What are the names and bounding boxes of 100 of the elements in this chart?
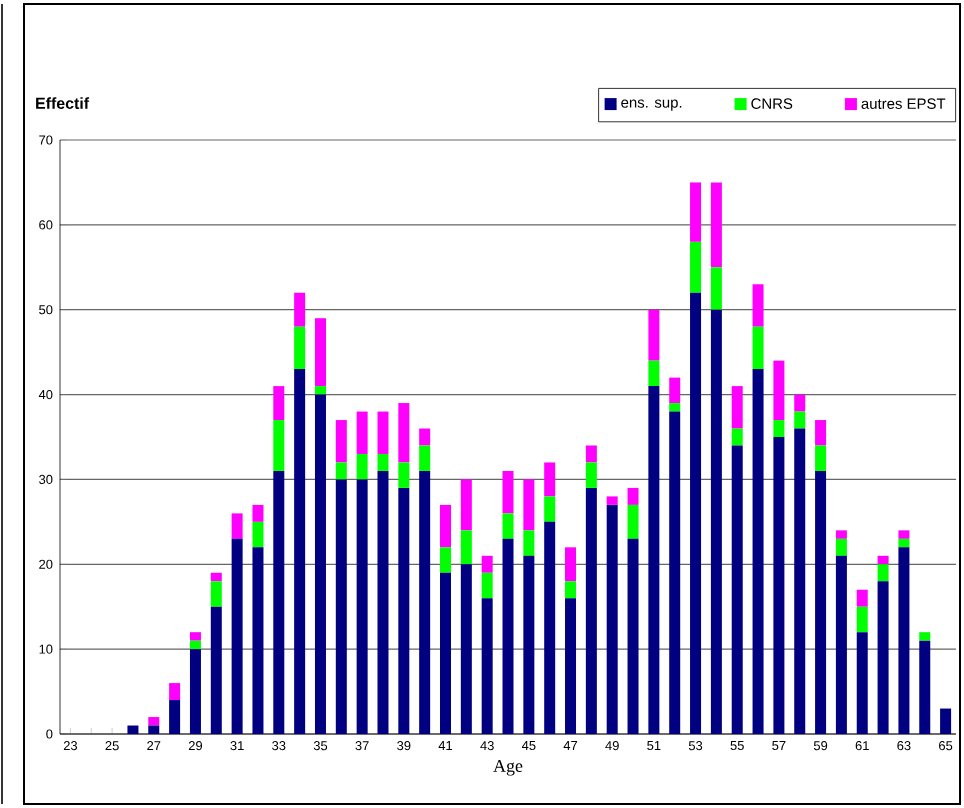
bar <box>335 479 347 734</box>
bar <box>627 504 639 539</box>
bar <box>356 453 368 480</box>
bar <box>752 326 764 370</box>
bar <box>731 445 743 734</box>
bar <box>523 555 535 734</box>
bar <box>335 462 347 480</box>
bar <box>544 496 556 522</box>
bar <box>502 513 514 539</box>
bar <box>231 538 243 734</box>
bar <box>877 564 889 582</box>
bar <box>273 470 285 734</box>
bar <box>627 487 639 505</box>
bar <box>898 538 910 548</box>
bar <box>398 462 410 488</box>
bar <box>231 513 243 539</box>
bar <box>544 521 556 734</box>
bar <box>877 555 889 565</box>
bar <box>940 708 952 734</box>
bar <box>460 530 472 565</box>
bar <box>710 267 722 310</box>
bar <box>398 403 410 463</box>
bar <box>835 538 847 556</box>
bar <box>585 487 597 734</box>
bar <box>523 479 535 531</box>
bar <box>440 504 451 548</box>
bar <box>773 360 785 421</box>
bar <box>419 428 431 446</box>
bar <box>356 479 368 734</box>
bar <box>898 547 910 734</box>
bar <box>794 428 806 734</box>
bar <box>815 445 827 471</box>
bar <box>731 386 743 429</box>
bar <box>189 632 201 641</box>
bar <box>856 632 868 734</box>
bar <box>648 386 660 734</box>
bar <box>189 649 201 734</box>
bar <box>377 411 389 454</box>
bar <box>794 411 806 429</box>
bar <box>731 428 743 446</box>
bar <box>127 725 139 734</box>
bar <box>669 403 681 412</box>
bar <box>815 470 827 734</box>
bar <box>169 683 181 701</box>
bar <box>606 504 618 734</box>
bar <box>460 479 472 531</box>
bar <box>752 284 764 327</box>
x-axis-title: Age <box>493 759 523 776</box>
bar <box>565 547 577 582</box>
bar <box>273 420 285 471</box>
bar <box>898 530 910 539</box>
bar <box>314 318 326 387</box>
bar <box>648 309 660 361</box>
bar <box>856 606 868 633</box>
bar <box>314 386 326 395</box>
bar <box>794 394 806 412</box>
bar <box>356 411 368 454</box>
bar <box>252 504 264 522</box>
bar <box>252 547 264 734</box>
bar <box>606 496 618 505</box>
bar <box>481 598 493 734</box>
bar <box>815 420 827 446</box>
bar <box>627 538 639 734</box>
bar <box>648 360 660 387</box>
bar <box>773 420 785 437</box>
bar <box>189 640 201 650</box>
bar <box>669 377 681 404</box>
bar <box>398 487 410 734</box>
bar <box>690 182 702 242</box>
bar <box>835 530 847 539</box>
bar <box>294 369 306 734</box>
bar <box>565 581 577 599</box>
bar <box>502 470 514 514</box>
bar <box>169 700 181 734</box>
bar <box>294 326 306 370</box>
bar <box>210 581 222 607</box>
bar <box>669 411 681 734</box>
bar <box>252 521 264 548</box>
bar <box>148 725 160 734</box>
bar <box>419 445 431 471</box>
bar <box>585 462 597 488</box>
bar <box>294 292 306 327</box>
bar <box>835 555 847 734</box>
bar <box>210 572 222 582</box>
bar <box>877 581 889 734</box>
bar <box>565 598 577 734</box>
bar <box>273 386 285 421</box>
bar <box>919 640 931 734</box>
bar <box>856 589 868 607</box>
bar <box>710 182 722 268</box>
bar <box>773 437 785 734</box>
bar <box>585 445 597 463</box>
bar <box>502 538 514 734</box>
bar <box>440 572 451 734</box>
bar <box>148 717 160 726</box>
bar <box>752 369 764 734</box>
bar <box>710 309 722 734</box>
bar <box>314 394 326 734</box>
bar <box>919 632 931 641</box>
bar <box>210 606 222 734</box>
